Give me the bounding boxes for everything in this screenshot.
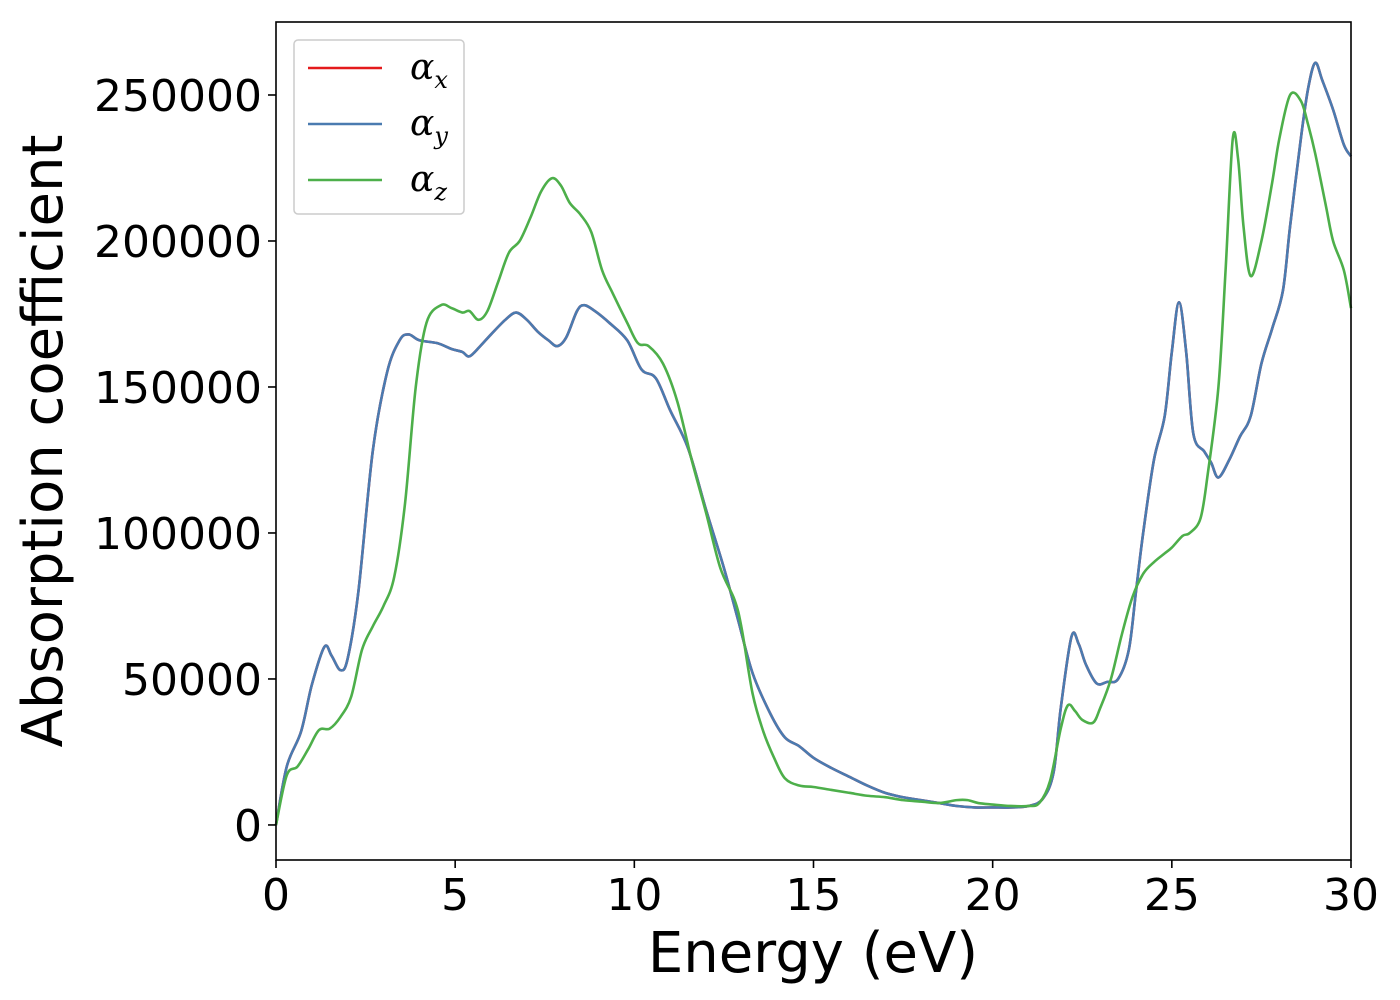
x-tick-label: 20 xyxy=(965,870,1021,921)
y-tick-label: 250000 xyxy=(94,71,262,122)
y-tick-label: 50000 xyxy=(122,655,262,706)
x-tick-label: 5 xyxy=(441,870,469,921)
y-tick-label: 100000 xyxy=(94,509,262,560)
legend: αx αy αz xyxy=(293,39,465,215)
x-axis-label: Energy (eV) xyxy=(648,921,978,986)
legend-label-alpha-x: αx xyxy=(410,47,448,94)
legend-label-alpha-y: αy xyxy=(410,103,448,150)
y-tick-label: 150000 xyxy=(94,363,262,414)
y-axis-ticks: 0 50000 100000 150000 200000 250000 xyxy=(94,71,276,852)
x-tick-label: 30 xyxy=(1323,870,1379,921)
y-tick-label: 0 xyxy=(234,801,262,852)
series-line-alpha-y xyxy=(274,61,1353,826)
legend-box xyxy=(293,39,465,215)
x-tick-label: 25 xyxy=(1144,870,1200,921)
series-line-alpha-z xyxy=(274,91,1353,826)
x-axis-ticks: 0 5 10 15 20 25 30 xyxy=(262,860,1379,921)
y-axis-label: Absorption coefficient xyxy=(11,135,76,748)
legend-label-alpha-z: αz xyxy=(410,159,447,206)
y-tick-label: 200000 xyxy=(94,217,262,268)
x-tick-label: 0 xyxy=(262,870,290,921)
series-layer xyxy=(274,61,1353,826)
x-tick-label: 15 xyxy=(786,870,842,921)
x-tick-label: 10 xyxy=(606,870,662,921)
